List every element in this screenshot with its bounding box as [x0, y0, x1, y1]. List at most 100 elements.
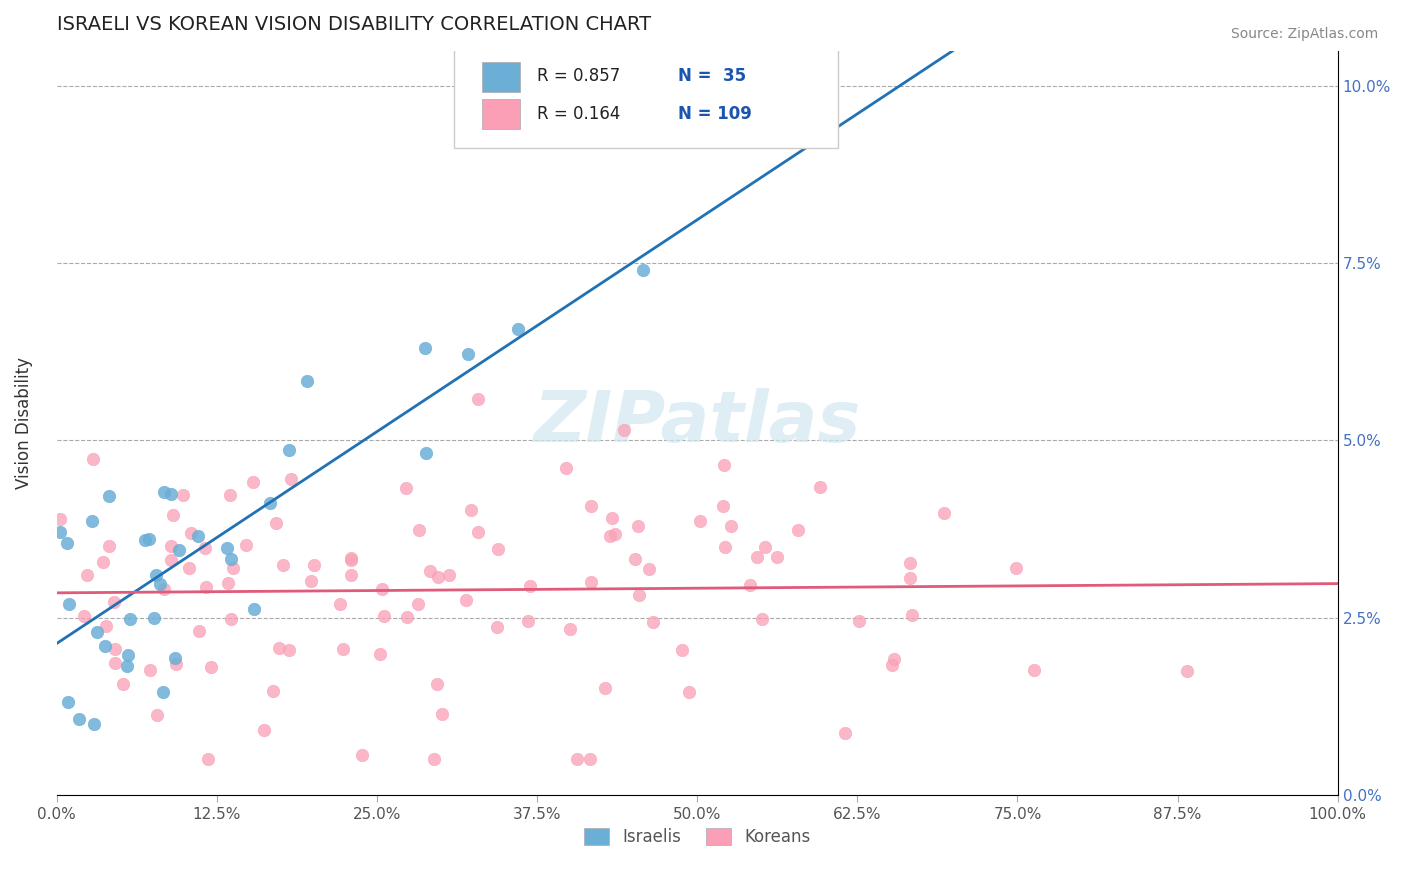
Point — [142, 611, 165, 625]
Point — [162, 508, 184, 523]
Point — [519, 579, 541, 593]
Point — [720, 518, 742, 533]
Point — [187, 529, 209, 543]
Point — [579, 499, 602, 513]
Point — [222, 561, 245, 575]
Point — [834, 726, 856, 740]
Point — [848, 614, 870, 628]
Point — [58, 597, 80, 611]
Point — [408, 524, 430, 538]
Point — [485, 620, 508, 634]
FancyBboxPatch shape — [454, 44, 838, 147]
Point — [901, 607, 924, 622]
Point — [627, 588, 650, 602]
Point — [160, 553, 183, 567]
Point — [641, 615, 664, 630]
Point — [339, 553, 361, 567]
Point — [711, 499, 734, 513]
Point — [253, 723, 276, 738]
Point — [115, 658, 138, 673]
Point — [103, 595, 125, 609]
Point — [426, 676, 449, 690]
Point — [145, 568, 167, 582]
Point — [219, 487, 242, 501]
Point — [754, 540, 776, 554]
Point — [600, 511, 623, 525]
Point — [117, 648, 139, 663]
Text: N = 109: N = 109 — [678, 105, 752, 123]
Point — [49, 524, 72, 539]
Point — [786, 523, 808, 537]
Point — [273, 558, 295, 573]
Point — [627, 518, 650, 533]
Point — [1175, 664, 1198, 678]
Point — [104, 656, 127, 670]
Point — [555, 461, 578, 475]
Text: R = 0.857: R = 0.857 — [537, 67, 620, 85]
Point — [295, 375, 318, 389]
Point — [197, 752, 219, 766]
Point — [235, 538, 257, 552]
Point — [457, 346, 479, 360]
Point — [340, 568, 363, 582]
Point — [243, 602, 266, 616]
Point — [172, 488, 194, 502]
Point — [83, 717, 105, 731]
Point — [134, 533, 156, 548]
Point — [332, 642, 354, 657]
Point — [415, 342, 437, 356]
Point — [765, 550, 787, 565]
Text: Source: ZipAtlas.com: Source: ZipAtlas.com — [1230, 27, 1378, 41]
Point — [91, 555, 114, 569]
FancyBboxPatch shape — [482, 99, 520, 129]
Y-axis label: Vision Disability: Vision Disability — [15, 357, 32, 489]
Point — [149, 577, 172, 591]
Point — [217, 576, 239, 591]
Point — [415, 446, 437, 460]
Point — [138, 663, 160, 677]
Point — [56, 695, 79, 709]
Point — [93, 639, 115, 653]
Point — [112, 677, 135, 691]
Text: R = 0.164: R = 0.164 — [537, 105, 620, 123]
Point — [373, 608, 395, 623]
Point — [179, 560, 201, 574]
Point — [467, 524, 489, 539]
Point — [76, 567, 98, 582]
Point — [180, 526, 202, 541]
Point — [80, 514, 103, 528]
Point — [97, 489, 120, 503]
Point — [506, 322, 529, 336]
Point — [215, 541, 238, 556]
Point — [638, 562, 661, 576]
Point — [396, 610, 419, 624]
Point — [423, 752, 446, 766]
Point — [898, 557, 921, 571]
Point — [221, 552, 243, 566]
Point — [278, 643, 301, 657]
Point — [219, 612, 242, 626]
Point — [120, 611, 142, 625]
Point — [152, 484, 174, 499]
Point — [745, 549, 768, 564]
Point — [82, 452, 104, 467]
Point — [262, 684, 284, 698]
Point — [104, 642, 127, 657]
Point — [350, 748, 373, 763]
Point — [454, 592, 477, 607]
Point — [932, 506, 955, 520]
Point — [467, 392, 489, 407]
Point — [340, 551, 363, 566]
Point — [302, 558, 325, 572]
Point — [195, 580, 218, 594]
Point — [430, 706, 453, 721]
Point — [96, 619, 118, 633]
Point — [97, 539, 120, 553]
Point — [329, 597, 352, 611]
Point — [165, 651, 187, 665]
Point — [299, 574, 322, 588]
FancyBboxPatch shape — [482, 62, 520, 92]
Point — [73, 609, 96, 624]
Point — [86, 624, 108, 639]
Point — [406, 597, 429, 611]
